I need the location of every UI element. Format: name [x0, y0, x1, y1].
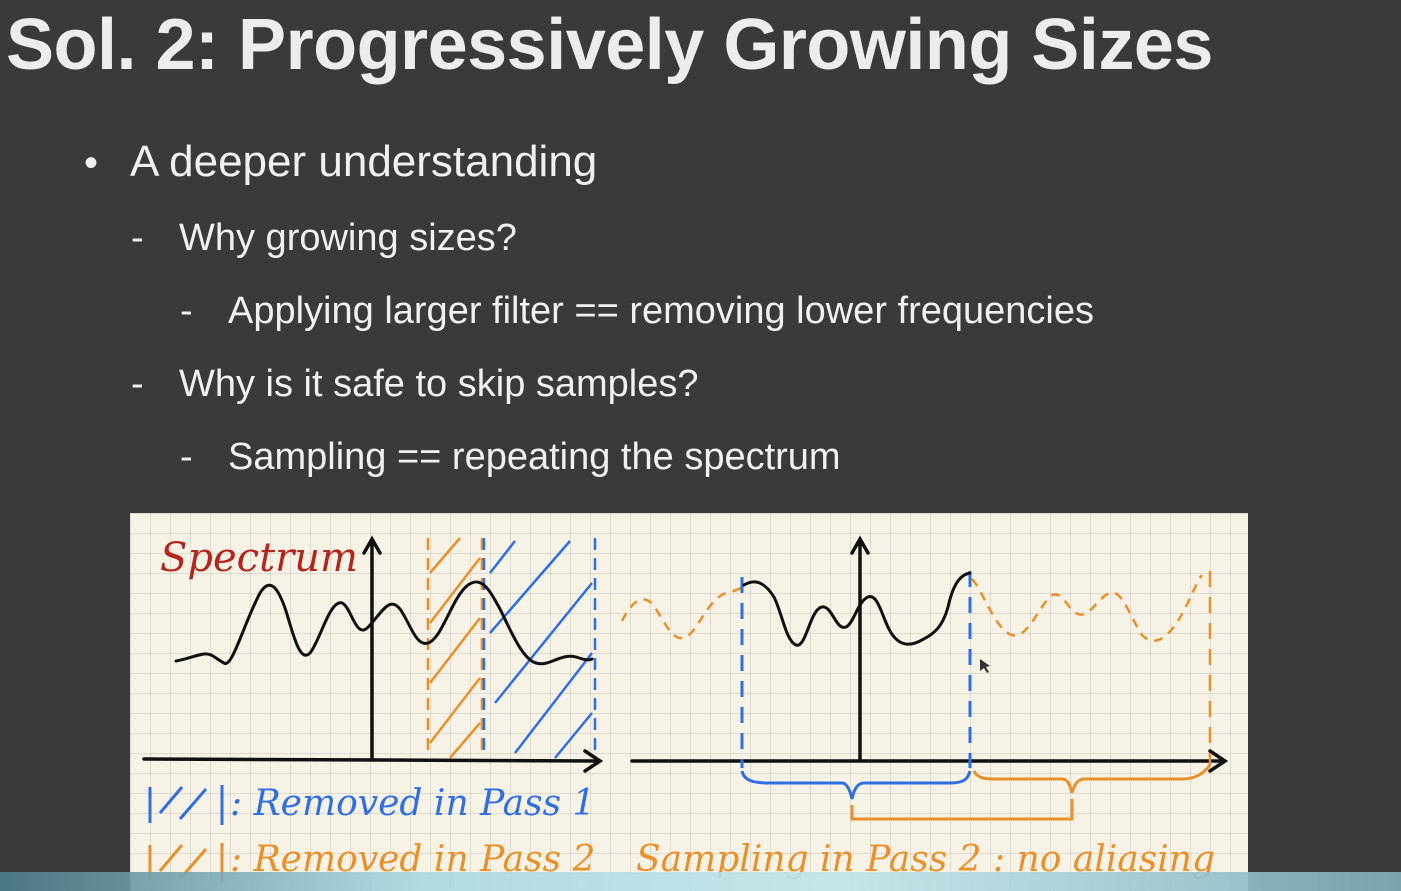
- sub-bullet-text: Why is it safe to skip samples?: [179, 363, 699, 405]
- blue-brace: [740, 770, 972, 800]
- pass2-removed-band: [426, 537, 484, 759]
- legend-pass1-swatch: [148, 785, 224, 825]
- left-spectrum-curve: [174, 580, 594, 666]
- dash-marker: -: [131, 217, 144, 259]
- dash-marker: -: [180, 290, 193, 332]
- sub-sub-bullet-answer-1: - Applying larger filter == removing lowe…: [180, 288, 1094, 334]
- desktop-background-strip: [0, 872, 1401, 891]
- legend-pass1-label: : Removed in Pass 1: [230, 783, 595, 824]
- spectrum-label: Spectrum: [160, 535, 358, 581]
- sub-sub-bullet-text: Applying larger filter == removing lower…: [228, 290, 1094, 332]
- bullet-marker: •: [84, 141, 99, 185]
- bullet-level1: • A deeper understanding: [84, 134, 597, 191]
- sub-bullet-question-1: - Why growing sizes?: [131, 215, 517, 261]
- sub-sub-bullet-text: Sampling == repeating the spectrum: [228, 436, 841, 478]
- bullet-text: A deeper understanding: [130, 137, 598, 186]
- right-spectrum-curve: [742, 571, 972, 647]
- spectrum-drawing: Spectrum : Rem: [142, 535, 1229, 883]
- left-alias-copy: [620, 586, 743, 640]
- handwritten-spectrum-figure: Spectrum : Rem: [130, 513, 1248, 891]
- dash-marker: -: [180, 436, 193, 478]
- shift-bracket: [850, 799, 1074, 821]
- pass1-removed-band: [482, 538, 597, 759]
- left-axes: [142, 535, 604, 773]
- sub-sub-bullet-answer-2: - Sampling == repeating the spectrum: [180, 434, 841, 480]
- dash-marker: -: [131, 363, 144, 405]
- right-alias-copy: [971, 574, 1204, 642]
- orange-brace: [972, 764, 1212, 794]
- mouse-cursor-icon: [980, 659, 990, 673]
- sub-bullet-text: Why growing sizes?: [179, 217, 517, 259]
- slide-title: Sol. 2: Progressively Growing Sizes: [6, 5, 1213, 85]
- pass1-boundaries: [740, 571, 972, 768]
- sub-bullet-question-2: - Why is it safe to skip samples?: [131, 361, 699, 407]
- right-axes: [630, 535, 1229, 773]
